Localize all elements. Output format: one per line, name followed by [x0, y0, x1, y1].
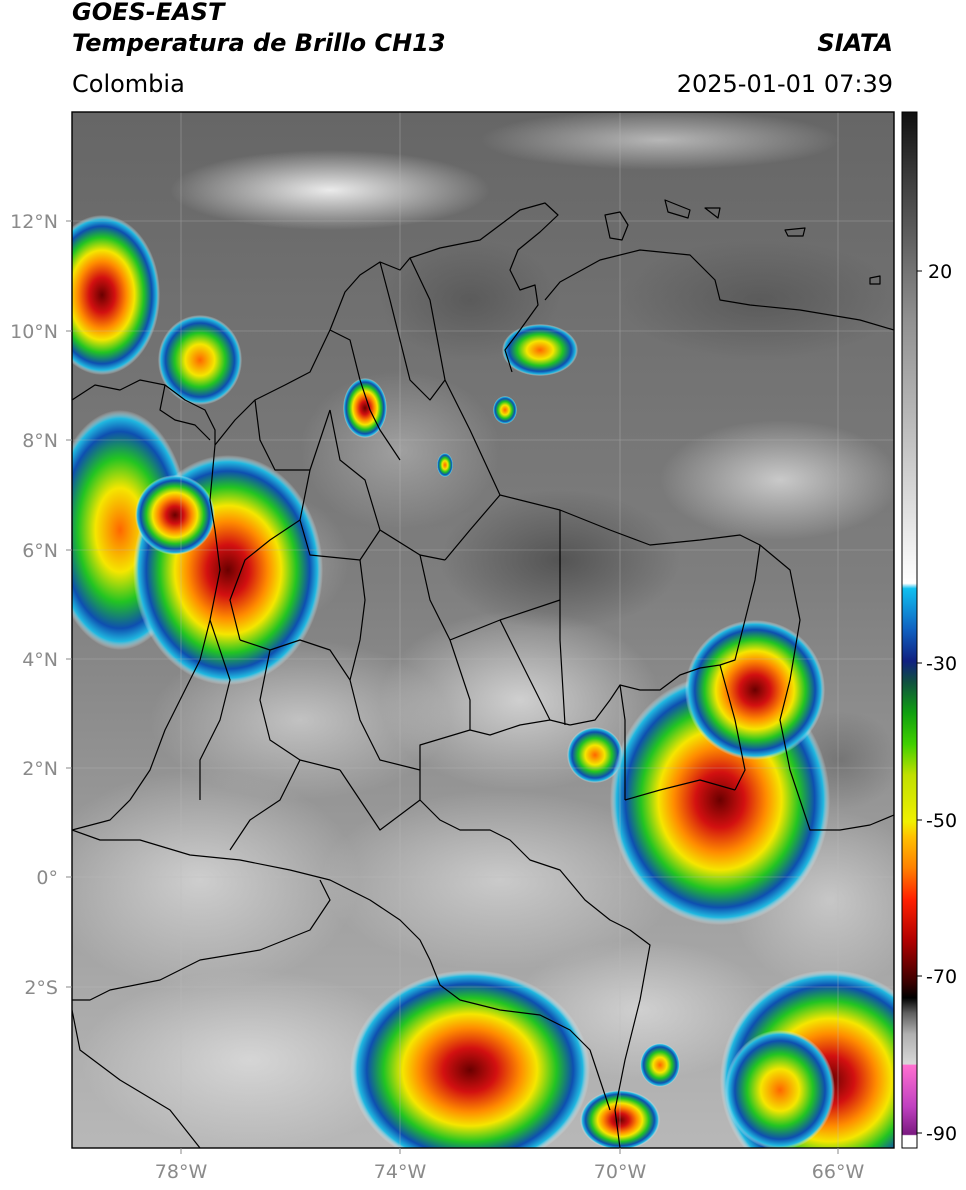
colorbar-tick-label: 20: [928, 261, 952, 283]
colorbar-tick-label: -70: [926, 966, 957, 988]
map-frame: [71, 111, 895, 1149]
lat-tick-label: 6°N: [22, 540, 58, 562]
latitude-axis: 12°N 10°N 8°N 6°N 4°N 2°N 0° 2°S: [10, 211, 72, 999]
colorbar-tick-label: -90: [926, 1123, 957, 1145]
region-label: Colombia: [72, 70, 185, 98]
storm-cell-amazon-south: [350, 970, 590, 1148]
lat-tick-label: 2°N: [22, 758, 58, 780]
lat-tick-label: 8°N: [22, 430, 58, 452]
product-title: Temperatura de Brillo CH13: [72, 29, 446, 57]
colorbar-gradient: [901, 111, 918, 1149]
longitude-axis: 78°W 74°W 70°W 66°W: [155, 1148, 865, 1183]
lat-tick-label: 2°S: [24, 977, 58, 999]
lat-tick-label: 10°N: [10, 321, 58, 343]
boundaries: [72, 199, 894, 1148]
datetime-label: 2025-01-01 07:39: [676, 70, 893, 98]
colorbar-tick-label: -30: [926, 653, 957, 675]
satellite-imagery: [72, 112, 894, 1148]
lon-tick-label: 70°W: [594, 1161, 647, 1183]
storm-cell-caribbean-west: [72, 215, 160, 375]
colorbar: 20 -30 -50 -70 -90: [901, 111, 957, 1149]
graticule: [72, 112, 894, 1148]
lat-tick-label: 4°N: [22, 649, 58, 671]
lat-tick-label: 12°N: [10, 211, 58, 233]
lon-tick-label: 74°W: [374, 1161, 427, 1183]
lon-tick-label: 66°W: [812, 1161, 865, 1183]
colorbar-tick-label: -50: [926, 810, 957, 832]
lat-tick-label: 0°: [36, 867, 58, 889]
brand-label: SIATA: [817, 29, 893, 57]
lon-tick-label: 78°W: [155, 1161, 208, 1183]
satellite-title: GOES-EAST: [72, 0, 225, 26]
